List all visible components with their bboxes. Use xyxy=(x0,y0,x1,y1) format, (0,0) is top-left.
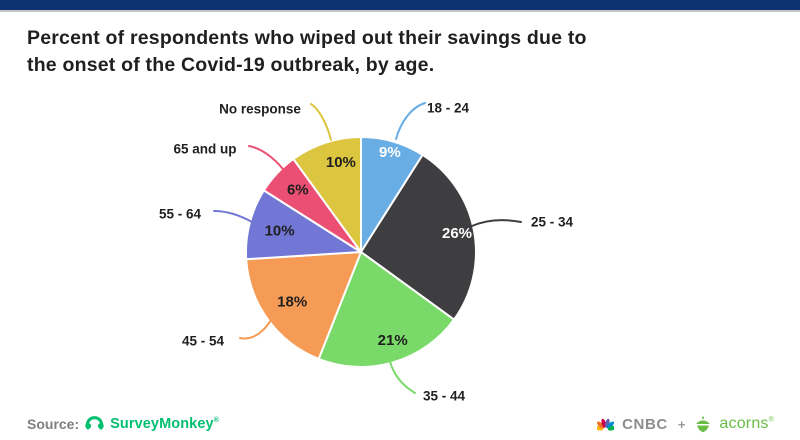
pie-slice-3 xyxy=(245,251,362,360)
cnbc-wordmark: CNBC xyxy=(622,415,668,433)
acorns-trademark: ® xyxy=(768,416,774,424)
category-label-2: 35 - 44 xyxy=(423,389,466,404)
leader-line-4 xyxy=(213,210,253,223)
value-label-6: 10% xyxy=(326,154,356,171)
value-label-2: 21% xyxy=(378,332,408,349)
chart-title-line2: the onset of the Covid-19 outbreak, by a… xyxy=(27,54,435,76)
leader-line-2 xyxy=(388,355,416,394)
source-label: Source: xyxy=(27,416,80,432)
surveymonkey-trademark: ® xyxy=(213,417,219,425)
category-label-4: 55 - 64 xyxy=(159,207,202,222)
leader-line-5 xyxy=(248,145,289,177)
footer: Source: SurveyMonkey® CNBC + acorns® xyxy=(27,412,774,436)
plus-separator: + xyxy=(677,416,686,432)
pie-slice-6 xyxy=(292,136,362,253)
cnbc-peacock-icon xyxy=(597,418,615,431)
value-label-0: 9% xyxy=(379,144,401,161)
leader-line-1 xyxy=(471,219,522,227)
category-label-0: 18 - 24 xyxy=(427,101,470,116)
category-label-6: No response xyxy=(219,102,301,117)
chart-title-line1: Percent of respondents who wiped out the… xyxy=(27,27,587,49)
surveymonkey-icon xyxy=(85,415,104,430)
top-accent-bar xyxy=(0,0,800,12)
brand-logos: CNBC + acorns® xyxy=(597,415,774,433)
leader-line-3 xyxy=(239,314,275,340)
leader-line-6 xyxy=(310,103,332,141)
category-label-1: 25 - 34 xyxy=(531,215,574,230)
value-label-3: 18% xyxy=(277,294,307,311)
chart-title: Percent of respondents who wiped out the… xyxy=(27,25,587,79)
pie-slice-2 xyxy=(317,251,455,368)
pie-slice-1 xyxy=(360,153,477,321)
leader-line-0 xyxy=(395,102,426,140)
value-label-1: 26% xyxy=(442,225,472,242)
source-attribution: Source: SurveyMonkey® xyxy=(27,415,219,433)
value-label-4: 10% xyxy=(265,222,295,239)
category-label-3: 45 - 54 xyxy=(182,334,225,349)
acorn-icon xyxy=(696,416,710,432)
acorns-wordmark: acorns® xyxy=(719,415,774,432)
category-label-5: 65 and up xyxy=(173,142,236,157)
value-label-5: 6% xyxy=(287,181,309,198)
surveymonkey-wordmark: SurveyMonkey® xyxy=(110,416,219,432)
pie-slice-4 xyxy=(244,189,362,261)
